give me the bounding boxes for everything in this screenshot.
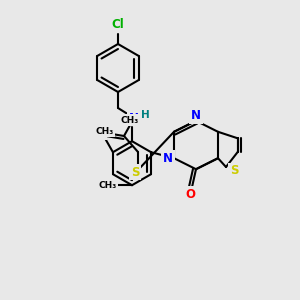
Text: S: S (230, 164, 238, 178)
Text: N: N (129, 112, 139, 124)
Text: CH₃: CH₃ (96, 127, 114, 136)
Text: CH₃: CH₃ (121, 116, 139, 125)
Text: N: N (191, 109, 201, 122)
Text: O: O (95, 125, 105, 139)
Text: Cl: Cl (112, 17, 124, 31)
Text: CH₃: CH₃ (99, 181, 117, 190)
Text: O: O (185, 188, 195, 201)
Text: N: N (163, 152, 173, 165)
Text: S: S (131, 166, 139, 178)
Text: H: H (141, 110, 149, 120)
